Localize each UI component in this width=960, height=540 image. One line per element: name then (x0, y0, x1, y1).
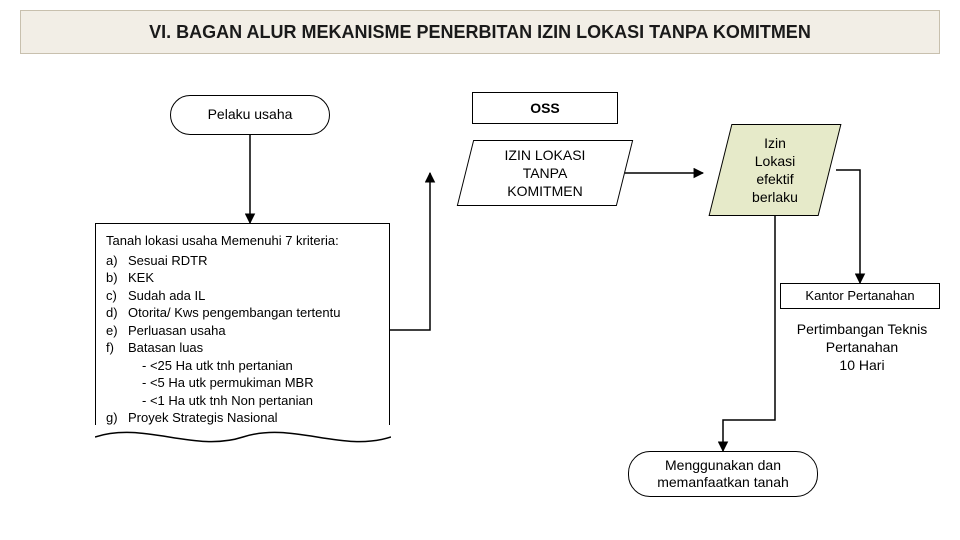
pertimbangan-line3: 10 Hari (782, 356, 942, 374)
kriteria-marker: e) (106, 322, 118, 340)
kriteria-text: Sudah ada IL (128, 288, 205, 303)
kriteria-text: KEK (128, 270, 154, 285)
kriteria-text: Proyek Strategis Nasional (128, 410, 278, 425)
node-izin-lokasi-tanpa-komitmen: IZIN LOKASI TANPA KOMITMEN (465, 140, 625, 206)
kriteria-item: b) KEK (106, 269, 379, 287)
izin-line1: IZIN LOKASI (505, 146, 586, 164)
kriteria-subitem: <5 Ha utk permukiman MBR (142, 374, 379, 392)
node-kriteria: Tanah lokasi usaha Memenuhi 7 kriteria: … (95, 223, 390, 438)
node-oss: OSS (472, 92, 618, 124)
efektif-line3: efektif (752, 170, 798, 188)
izin-line2: TANPA (505, 164, 586, 182)
kriteria-item: e) Perluasan usaha (106, 322, 379, 340)
kriteria-item: a) Sesuai RDTR (106, 252, 379, 270)
node-kantor-pertanahan: Kantor Pertanahan (780, 283, 940, 309)
kriteria-title: Tanah lokasi usaha Memenuhi 7 kriteria: (106, 232, 379, 250)
kriteria-marker: d) (106, 304, 118, 322)
kriteria-text: Perluasan usaha (128, 323, 226, 338)
kriteria-item: d) Otorita/ Kws pengembangan tertentu (106, 304, 379, 322)
edge (836, 170, 860, 283)
kriteria-marker: c) (106, 287, 117, 305)
node-menggunakan-tanah: Menggunakan dan memanfaatkan tanah (628, 451, 818, 497)
kriteria-text: Sesuai RDTR (128, 253, 207, 268)
kriteria-sublist: <25 Ha utk tnh pertanian<5 Ha utk permuk… (128, 357, 379, 410)
edge (390, 173, 430, 330)
efektif-line1: Izin (752, 134, 798, 152)
kriteria-text: Batasan luas (128, 340, 203, 355)
kantor-label: Kantor Pertanahan (805, 288, 914, 305)
kriteria-subitem: <1 Ha utk tnh Non pertanian (142, 392, 379, 410)
kriteria-marker: f) (106, 339, 114, 357)
node-izin-efektif: Izin Lokasi efektif berlaku (720, 124, 830, 216)
kriteria-text: Otorita/ Kws pengembangan tertentu (128, 305, 340, 320)
izin-line3: KOMITMEN (505, 182, 586, 200)
node-oss-label: OSS (530, 99, 560, 117)
mengg-line1: Menggunakan dan (657, 457, 789, 475)
kriteria-marker: a) (106, 252, 118, 270)
page-title-text: VI. BAGAN ALUR MEKANISME PENERBITAN IZIN… (149, 22, 811, 43)
mengg-line2: memanfaatkan tanah (657, 474, 789, 492)
page-title: VI. BAGAN ALUR MEKANISME PENERBITAN IZIN… (20, 10, 940, 54)
pertimbangan-line1: Pertimbangan Teknis (782, 320, 942, 338)
kriteria-item: c) Sudah ada IL (106, 287, 379, 305)
text-pertimbangan-teknis: Pertimbangan Teknis Pertanahan 10 Hari (782, 320, 942, 375)
kriteria-subitem: <25 Ha utk tnh pertanian (142, 357, 379, 375)
node-pelaku-usaha-label: Pelaku usaha (208, 106, 293, 124)
node-pelaku-usaha: Pelaku usaha (170, 95, 330, 135)
efektif-line4: berlaku (752, 188, 798, 206)
efektif-line2: Lokasi (752, 152, 798, 170)
kriteria-marker: b) (106, 269, 118, 287)
kriteria-item: f) Batasan luas <25 Ha utk tnh pertanian<5… (106, 339, 379, 409)
pertimbangan-line2: Pertanahan (782, 338, 942, 356)
edge (723, 216, 775, 451)
kriteria-list: a) Sesuai RDTR b) KEK c) Sudah ada IL d) Otorit… (106, 252, 379, 427)
